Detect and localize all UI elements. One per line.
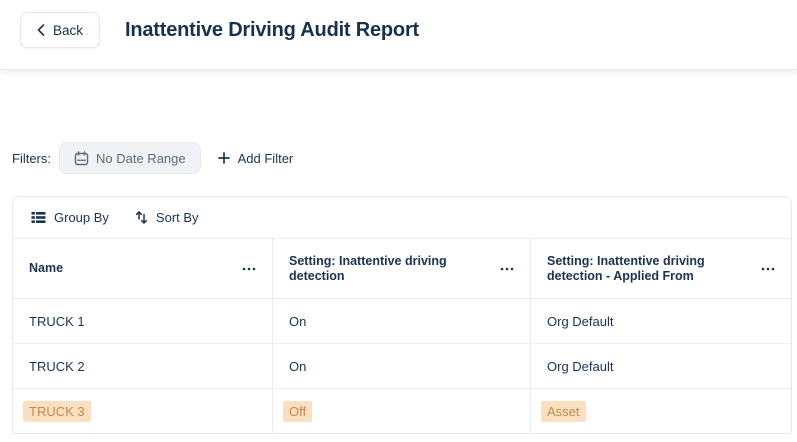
cell-value: TRUCK 2 xyxy=(29,358,85,374)
table-row: TRUCK 1 On Org Default xyxy=(13,299,791,344)
back-button[interactable]: Back xyxy=(20,12,101,48)
cell-applied-from: Asset xyxy=(531,389,791,433)
cell-setting: On xyxy=(273,344,531,388)
cell-applied-from: Org Default xyxy=(531,344,791,388)
ellipsis-icon[interactable] xyxy=(761,263,775,275)
report-table-card: Group By Sort By Name Setting: Inattenti… xyxy=(12,196,792,434)
rows-icon xyxy=(31,211,46,224)
sort-by-label: Sort By xyxy=(155,210,199,225)
plus-icon xyxy=(217,152,230,164)
filters-label: Filters: xyxy=(12,150,51,166)
ellipsis-icon[interactable] xyxy=(242,263,256,275)
column-header-label: Setting: Inattentive driving detection -… xyxy=(547,253,705,283)
table-header-row: Name Setting: Inattentive driving detect… xyxy=(13,238,791,299)
cell-setting: On xyxy=(273,299,531,343)
highlighted-cell-value: Off xyxy=(283,400,313,422)
arrows-up-down-icon xyxy=(135,210,148,225)
highlighted-cell-value: TRUCK 3 xyxy=(23,400,91,422)
group-by-button[interactable]: Group By xyxy=(31,210,109,225)
cell-value: Org Default xyxy=(547,313,614,329)
table-toolbar: Group By Sort By xyxy=(13,197,791,238)
top-bar: Back Inattentive Driving Audit Report xyxy=(0,0,797,70)
chevron-left-icon xyxy=(37,24,45,36)
cell-setting: Off xyxy=(273,389,531,433)
cell-value: On xyxy=(289,313,307,329)
back-button-label: Back xyxy=(53,22,84,38)
cell-applied-from: Org Default xyxy=(531,299,791,343)
group-by-label: Group By xyxy=(54,210,109,225)
date-range-filter-button[interactable]: No Date Range xyxy=(59,142,201,174)
column-header-label: Setting: Inattentive driving detection xyxy=(289,253,447,283)
cell-value: On xyxy=(289,358,307,374)
highlighted-cell-value: Asset xyxy=(541,400,586,422)
table-row: TRUCK 2 On Org Default xyxy=(13,344,791,389)
calendar-icon xyxy=(74,150,89,166)
cell-name: TRUCK 3 xyxy=(13,389,273,433)
column-header-label: Name xyxy=(29,261,64,275)
sort-by-button[interactable]: Sort By xyxy=(135,210,199,225)
add-filter-button[interactable]: Add Filter xyxy=(217,150,294,166)
cell-name: TRUCK 2 xyxy=(13,344,273,388)
page-title: Inattentive Driving Audit Report xyxy=(125,19,419,41)
column-header-name: Name xyxy=(13,239,273,298)
column-header-applied-from: Setting: Inattentive driving detection -… xyxy=(531,239,791,298)
add-filter-label: Add Filter xyxy=(237,150,294,166)
date-range-filter-label: No Date Range xyxy=(96,150,186,166)
cell-name: TRUCK 1 xyxy=(13,299,273,343)
cell-value: TRUCK 1 xyxy=(29,313,85,329)
column-header-setting: Setting: Inattentive driving detection xyxy=(273,239,531,298)
cell-value: Org Default xyxy=(547,358,614,374)
ellipsis-icon[interactable] xyxy=(500,263,514,275)
table-row-highlighted: TRUCK 3 Off Asset xyxy=(13,389,791,433)
filters-bar: Filters: No Date Range Add Filter xyxy=(12,142,797,174)
